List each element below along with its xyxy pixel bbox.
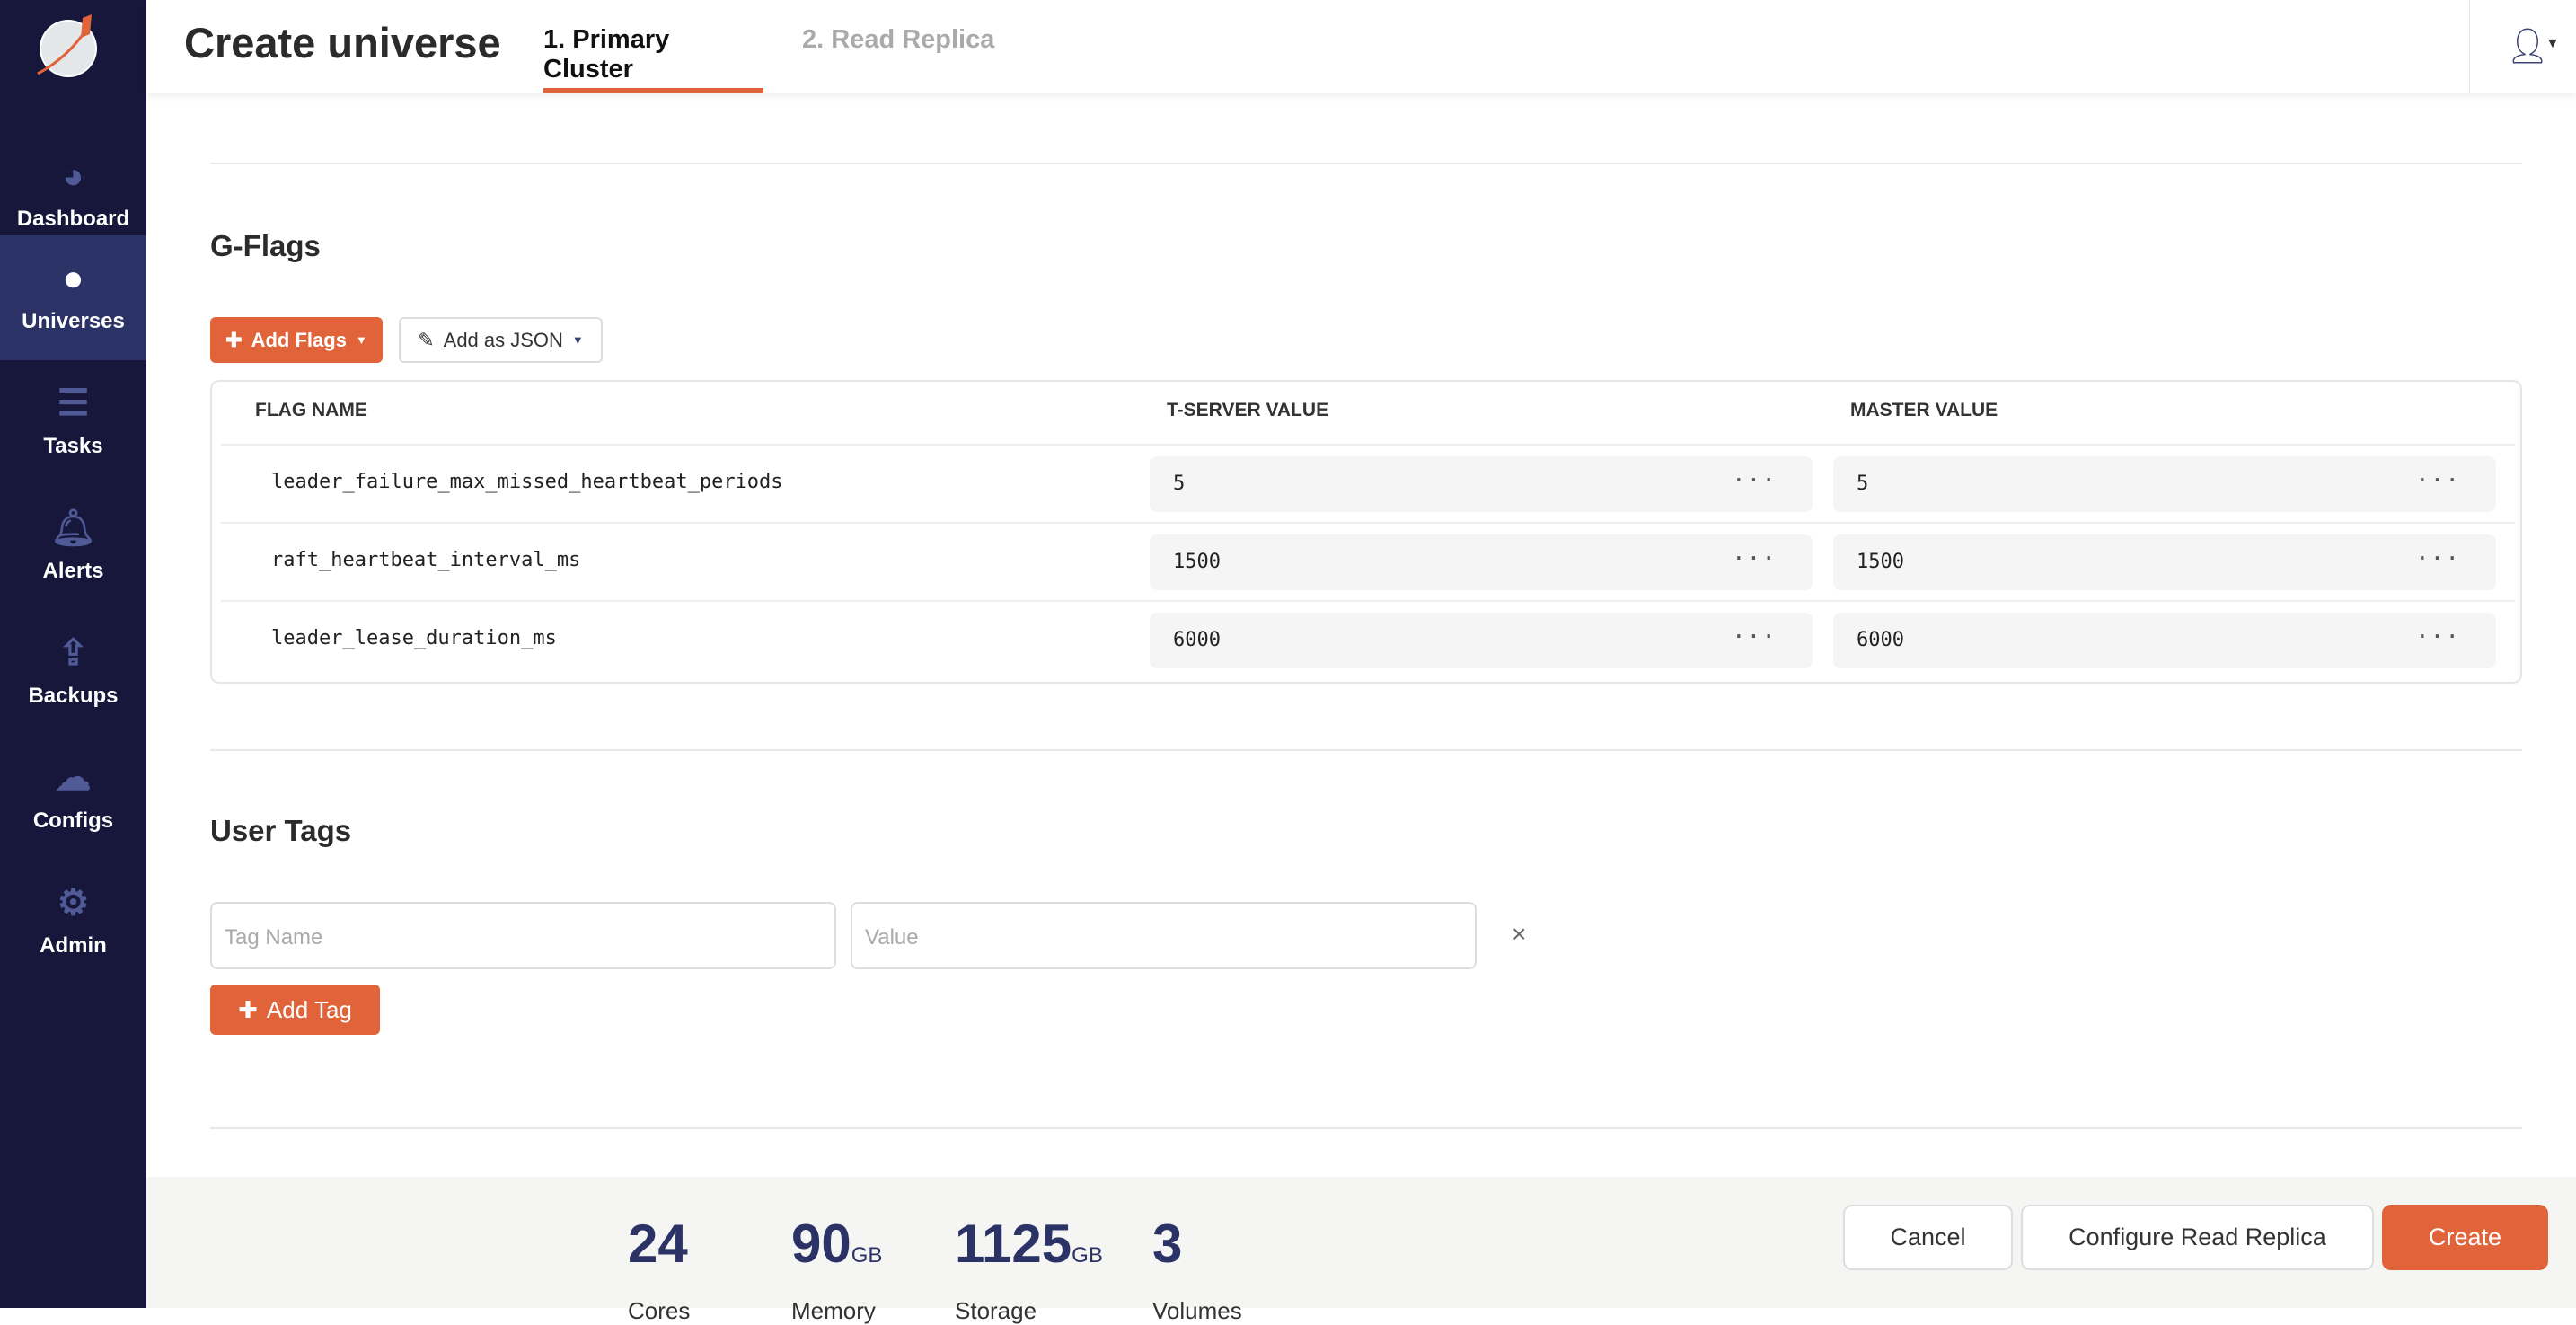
caret-down-icon: ▼: [571, 333, 584, 347]
user-tags-title: User Tags: [210, 814, 352, 847]
header: Create universe 1. Primary Cluster 2. Re…: [146, 0, 2576, 93]
remove-tag-icon[interactable]: ×: [1512, 920, 1527, 948]
tserver-value[interactable]: 6000 ···: [1150, 613, 1813, 668]
sidebar-item-admin[interactable]: ⚙ Admin: [0, 860, 146, 985]
user-icon: 👤︎: [2506, 28, 2550, 66]
sidebar-item-backups[interactable]: ⇪ Backups: [0, 610, 146, 735]
sidebar-item-configs[interactable]: ☁ Configs: [0, 735, 146, 860]
caret-down-icon: ▼: [2545, 36, 2560, 51]
master-value[interactable]: 1500 ···: [1833, 534, 2496, 590]
gear-icon: ⚙: [57, 883, 90, 923]
stat-memory: 90GB Memory: [791, 1214, 883, 1324]
plus-icon: ✚: [225, 328, 243, 351]
stat-storage: 1125GB Storage: [955, 1214, 1103, 1324]
column-header: T-SERVER VALUE: [1167, 400, 1329, 420]
plus-icon: ✚: [238, 995, 258, 1023]
cancel-button[interactable]: Cancel: [1843, 1205, 2013, 1270]
add-flags-button[interactable]: ✚ Add Flags ▼: [210, 317, 383, 363]
gflags-title: G-Flags: [210, 229, 321, 262]
tab-primary-cluster[interactable]: 1. Primary Cluster: [543, 25, 763, 93]
sidebar-item-dashboard[interactable]: ◕ Dashboard: [0, 133, 146, 258]
tab-read-replica[interactable]: 2. Read Replica: [802, 25, 995, 54]
add-as-json-button[interactable]: ✎ Add as JSON ▼: [399, 317, 603, 363]
tag-name-input[interactable]: Tag Name: [210, 902, 836, 969]
tag-value-input[interactable]: Value: [851, 902, 1477, 969]
divider: [210, 1127, 2522, 1129]
page-title: Create universe: [184, 19, 501, 66]
tserver-value[interactable]: 5 ···: [1150, 456, 1813, 512]
master-value[interactable]: 6000 ···: [1833, 613, 2496, 668]
more-icon[interactable]: ···: [2415, 545, 2460, 572]
more-icon[interactable]: ···: [1732, 545, 1777, 572]
edit-icon: ✎: [418, 328, 435, 351]
add-tag-button[interactable]: ✚ Add Tag: [210, 985, 380, 1035]
create-button[interactable]: Create: [2382, 1205, 2548, 1270]
tserver-value[interactable]: 1500 ···: [1150, 534, 1813, 590]
sidebar-item-alerts[interactable]: 🔔︎ Alerts: [0, 485, 146, 610]
more-icon[interactable]: ···: [2415, 467, 2460, 494]
upload-icon: ⇪: [57, 633, 89, 673]
caret-down-icon: ▼: [355, 333, 367, 347]
table-row: raft_heartbeat_interval_ms 1500 ··· 1500 ·…: [221, 522, 2515, 600]
footer: 24 Cores 90GB Memory 1125GB Storage 3 Volume…: [146, 1177, 2576, 1324]
stat-volumes: 3 Volumes: [1152, 1214, 1242, 1324]
master-value[interactable]: 5 ···: [1833, 456, 2496, 512]
cloud-upload-icon: ☁: [55, 758, 92, 798]
divider: [210, 163, 2522, 164]
yugabyte-logo[interactable]: [32, 13, 113, 79]
column-header: MASTER VALUE: [1850, 400, 1998, 420]
list-icon: ☰: [57, 384, 90, 423]
user-menu[interactable]: 👤︎ ▼: [2469, 0, 2576, 93]
configure-read-replica-button[interactable]: Configure Read Replica: [2021, 1205, 2374, 1270]
flag-name: leader_failure_max_missed_heartbeat_peri…: [271, 471, 783, 493]
sidebar: ◕ Dashboard ● Universes ☰ Tasks 🔔︎ Alerts ⇪ B…: [0, 0, 146, 1308]
bell-icon: 🔔︎: [50, 508, 96, 548]
table-row: leader_failure_max_missed_heartbeat_peri…: [221, 444, 2515, 522]
table-row: leader_lease_duration_ms 6000 ··· 6000 ···: [221, 600, 2515, 678]
gflags-table: FLAG NAME T-SERVER VALUE MASTER VALUE le…: [210, 380, 2522, 684]
flag-name: leader_lease_duration_ms: [271, 627, 557, 649]
flag-name: raft_heartbeat_interval_ms: [271, 549, 581, 571]
column-header: FLAG NAME: [255, 400, 367, 420]
dashboard-gauge-icon: ◕: [62, 156, 84, 196]
more-icon[interactable]: ···: [1732, 467, 1777, 494]
divider: [210, 749, 2522, 751]
sidebar-item-tasks[interactable]: ☰ Tasks: [0, 360, 146, 485]
sidebar-item-universes[interactable]: ● Universes: [0, 235, 146, 360]
more-icon[interactable]: ···: [1732, 623, 1777, 650]
stat-cores: 24 Cores: [628, 1214, 691, 1324]
globe-icon: ●: [62, 259, 84, 298]
more-icon[interactable]: ···: [2415, 623, 2460, 650]
